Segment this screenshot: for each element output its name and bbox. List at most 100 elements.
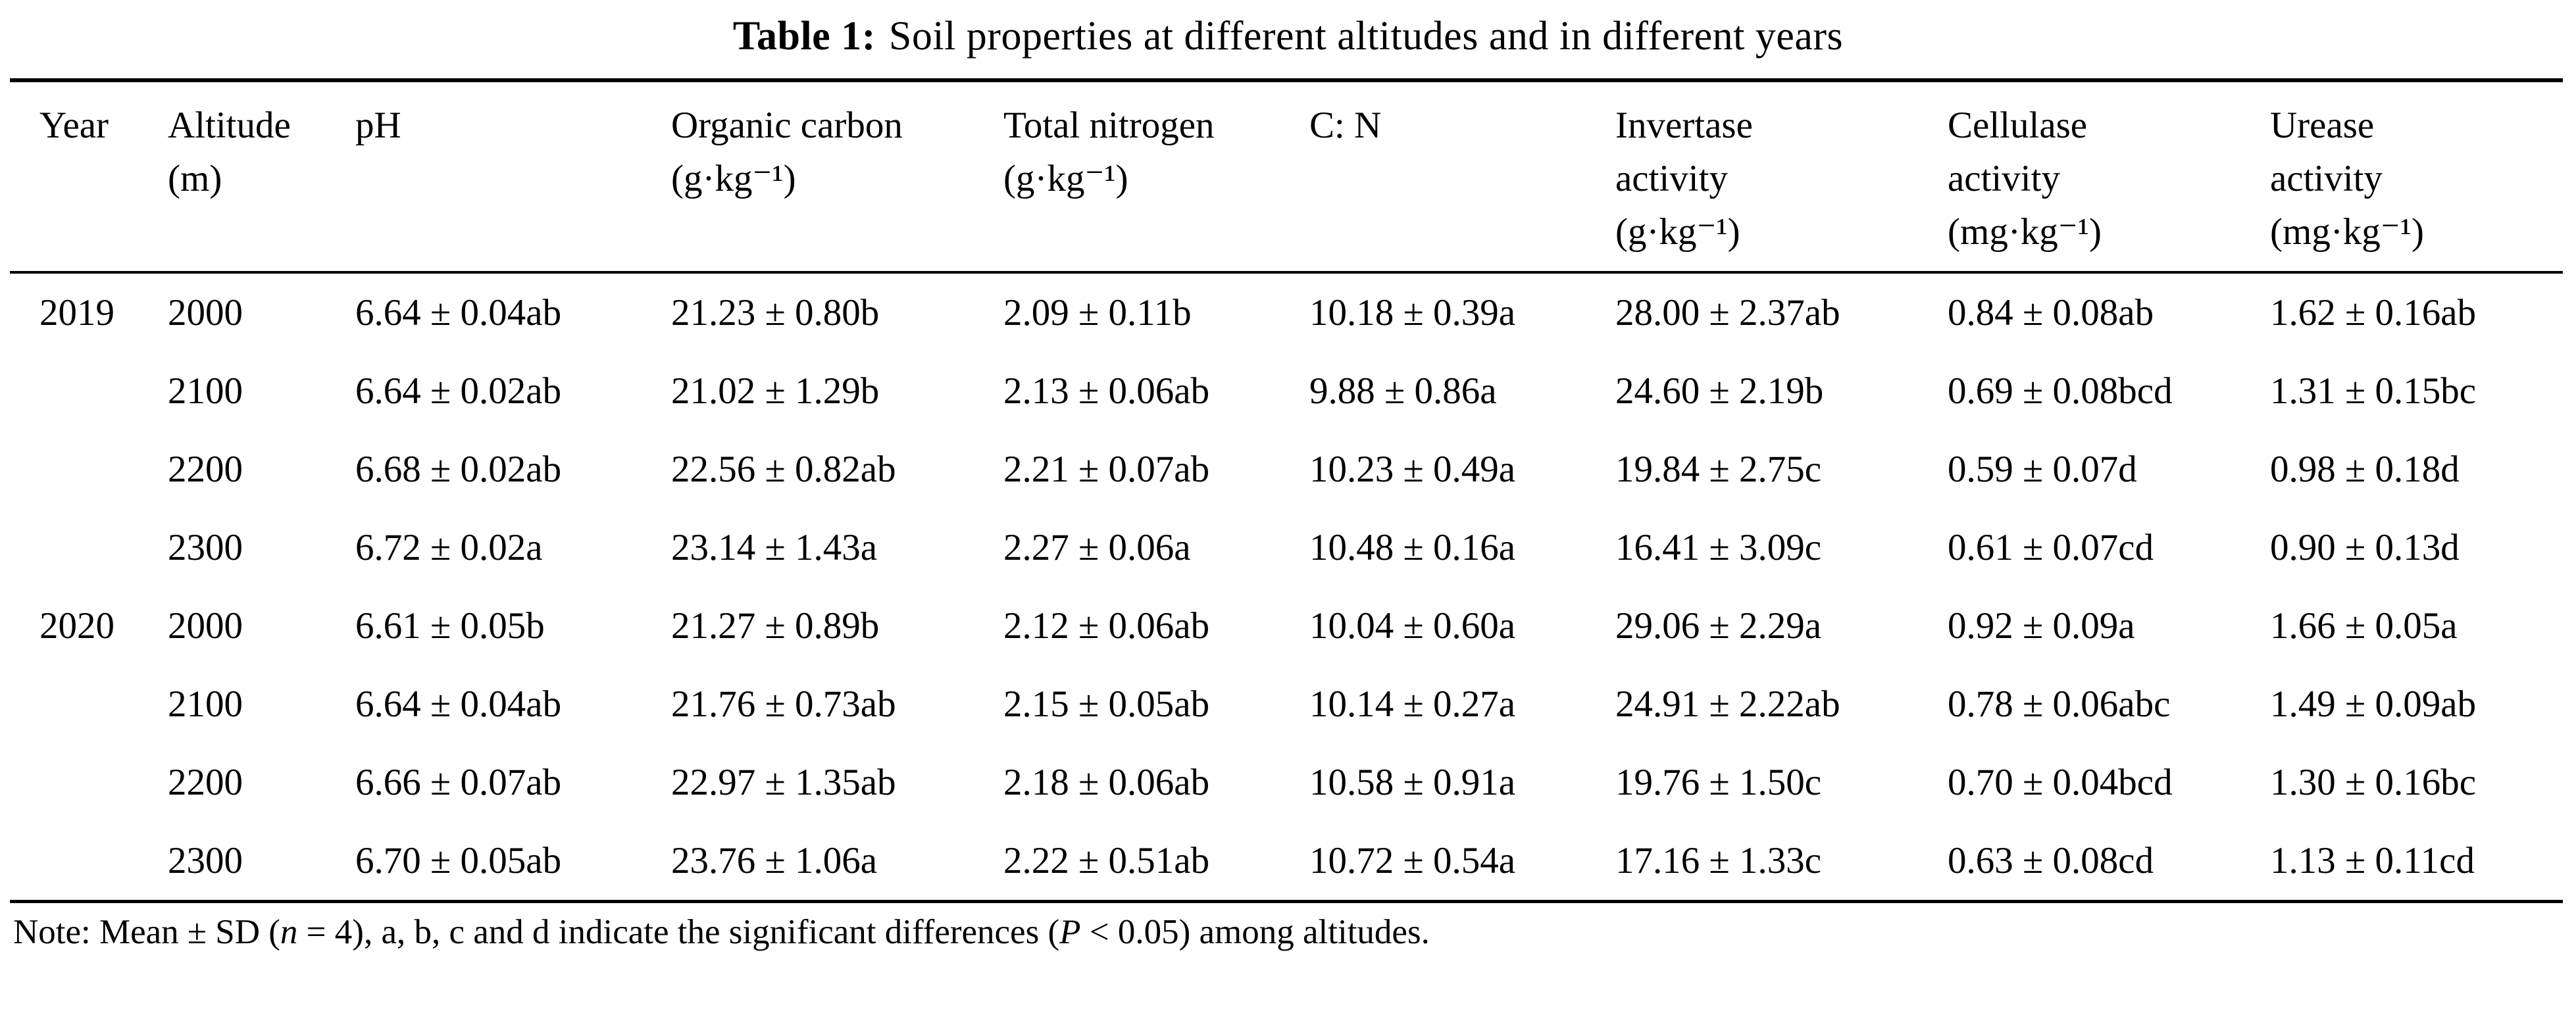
table-cell-year <box>10 508 168 587</box>
table-cell-total_nitrogen: 2.15 ± 0.05ab <box>1003 683 1210 725</box>
table-cell-year <box>10 822 168 902</box>
table-cell-ph: 6.68 ± 0.02ab <box>355 448 562 490</box>
table-cell-invertase: 24.60 ± 2.19b <box>1615 370 1824 412</box>
table-cell-altitude: 2200 <box>168 761 243 803</box>
table-cell-organic_carbon: 23.14 ± 1.43a <box>671 526 878 568</box>
note-segment: = 4), a, b, c and d indicate the signifi… <box>297 912 1060 951</box>
note-segment: < 0.05) among altitudes. <box>1080 912 1430 951</box>
table-cell-invertase: 16.41 ± 3.09c <box>1615 526 1822 568</box>
note-segment: Note: Mean ± SD ( <box>13 912 280 951</box>
table-header-row: Year Altitude (m) pH Organic carbon (g·k… <box>10 80 2563 274</box>
table-cell-cn_ratio: 10.72 ± 0.54a <box>1309 839 1516 881</box>
col-header-urease-activity: Urease activity (mg·kg⁻¹) <box>2270 80 2563 274</box>
table-cell-ph: 6.61 ± 0.05b <box>355 604 545 647</box>
table-row: 2300 6.72 ± 0.02a 23.14 ± 1.43a 2.27 ± 0.06… <box>10 508 2563 587</box>
table-body: 2019 2000 6.64 ± 0.04ab 21.23 ± 0.80b 2.09 ±… <box>10 272 2563 902</box>
table-cell-cellulase: 0.70 ± 0.04bcd <box>1948 761 2173 803</box>
col-header-total-nitrogen: Total nitrogen (g·kg⁻¹) <box>1003 80 1309 274</box>
table-cell-organic_carbon: 21.02 ± 1.29b <box>671 370 880 412</box>
col-header-ph: pH <box>355 80 671 274</box>
table-cell-ph: 6.64 ± 0.02ab <box>355 370 562 412</box>
table-cell-year: 2020 <box>39 604 114 647</box>
table-cell-ph: 6.64 ± 0.04ab <box>355 291 562 333</box>
table-cell-cn_ratio: 10.04 ± 0.60a <box>1309 604 1516 647</box>
table-cell-cn_ratio: 10.48 ± 0.16a <box>1309 526 1516 568</box>
table-cell-total_nitrogen: 2.21 ± 0.07ab <box>1003 448 1210 490</box>
table-cell-urease: 1.62 ± 0.16ab <box>2270 291 2477 333</box>
table-row: 2200 6.66 ± 0.07ab 22.97 ± 1.35ab 2.18 ± 0.… <box>10 743 2563 822</box>
table-cell-altitude: 2200 <box>168 448 243 490</box>
table-cell-organic_carbon: 21.76 ± 0.73ab <box>671 683 896 725</box>
table-cell-cellulase: 0.61 ± 0.07cd <box>1948 526 2154 568</box>
table-cell-altitude: 2100 <box>168 370 243 412</box>
table-cell-invertase: 28.00 ± 2.37ab <box>1615 291 1840 333</box>
table-cell-cn_ratio: 9.88 ± 0.86a <box>1309 370 1497 412</box>
table-cell-urease: 1.66 ± 0.05a <box>2270 604 2458 647</box>
table-cell-urease: 1.31 ± 0.15bc <box>2270 370 2477 412</box>
table-row: 2100 6.64 ± 0.02ab 21.02 ± 1.29b 2.13 ± 0.0… <box>10 352 2563 430</box>
table-cell-invertase: 19.84 ± 2.75c <box>1615 448 1822 490</box>
table-cell-urease: 1.30 ± 0.16bc <box>2270 761 2477 803</box>
table-cell-altitude: 2000 <box>168 291 243 333</box>
col-header-cn-ratio: C: N <box>1309 80 1615 274</box>
table-cell-ph: 6.64 ± 0.04ab <box>355 683 562 725</box>
table-cell-altitude: 2300 <box>168 839 243 881</box>
table-figure: Table 1: Soil properties at different alt… <box>10 13 2566 952</box>
table-cell-organic_carbon: 22.56 ± 0.82ab <box>671 448 896 490</box>
table-note: Note: Mean ± SD (n = 4), a, b, c and d i… <box>10 912 2566 952</box>
col-header-cellulase-activity: Cellulase activity (mg·kg⁻¹) <box>1948 80 2270 274</box>
table-cell-cellulase: 0.92 ± 0.09a <box>1948 604 2135 647</box>
table-cell-invertase: 24.91 ± 2.22ab <box>1615 683 1840 725</box>
table-cell-invertase: 19.76 ± 1.50c <box>1615 761 1822 803</box>
table-cell-total_nitrogen: 2.13 ± 0.06ab <box>1003 370 1210 412</box>
table-cell-year <box>10 743 168 822</box>
table-cell-total_nitrogen: 2.27 ± 0.06a <box>1003 526 1191 568</box>
col-header-altitude: Altitude (m) <box>168 80 355 274</box>
table-cell-year <box>10 352 168 430</box>
table-header: Year Altitude (m) pH Organic carbon (g·k… <box>10 80 2563 274</box>
table-title: Table 1: Soil properties at different alt… <box>10 13 2566 60</box>
note-italic-segment: P <box>1059 912 1081 951</box>
table-cell-year <box>10 430 168 508</box>
table-cell-cn_ratio: 10.23 ± 0.49a <box>1309 448 1516 490</box>
table-cell-cellulase: 0.69 ± 0.08bcd <box>1948 370 2173 412</box>
table-title-label: Table 1: <box>732 14 876 59</box>
table-cell-urease: 0.98 ± 0.18d <box>2270 448 2460 490</box>
table-cell-urease: 1.13 ± 0.11cd <box>2270 839 2475 881</box>
table-cell-year <box>10 665 168 743</box>
table-cell-year: 2019 <box>39 291 114 333</box>
table-row: 2300 6.70 ± 0.05ab 23.76 ± 1.06a 2.22 ± 0.5… <box>10 822 2563 902</box>
table-cell-altitude: 2000 <box>168 604 243 647</box>
table-cell-urease: 1.49 ± 0.09ab <box>2270 683 2477 725</box>
table-cell-organic_carbon: 21.27 ± 0.89b <box>671 604 880 647</box>
col-header-organic-carbon: Organic carbon (g·kg⁻¹) <box>671 80 1003 274</box>
table-cell-cellulase: 0.78 ± 0.06abc <box>1948 683 2171 725</box>
table-row: 2100 6.64 ± 0.04ab 21.76 ± 0.73ab 2.15 ± 0.… <box>10 665 2563 743</box>
col-header-year: Year <box>10 80 168 274</box>
table-cell-cn_ratio: 10.14 ± 0.27a <box>1309 683 1516 725</box>
table-cell-cellulase: 0.84 ± 0.08ab <box>1948 291 2154 333</box>
table-cell-cn_ratio: 10.18 ± 0.39a <box>1309 291 1516 333</box>
table-cell-total_nitrogen: 2.09 ± 0.11b <box>1003 291 1192 333</box>
table-row: 2200 6.68 ± 0.02ab 22.56 ± 0.82ab 2.21 ± 0.… <box>10 430 2563 508</box>
table-cell-cellulase: 0.63 ± 0.08cd <box>1948 839 2154 881</box>
table-cell-urease: 0.90 ± 0.13d <box>2270 526 2460 568</box>
table-cell-altitude: 2100 <box>168 683 243 725</box>
table-row: 2020 2000 6.61 ± 0.05b 21.27 ± 0.89b 2.12 ± … <box>10 587 2563 665</box>
note-italic-segment: n <box>280 912 298 951</box>
table-cell-altitude: 2300 <box>168 526 243 568</box>
table-cell-ph: 6.72 ± 0.02a <box>355 526 543 568</box>
table-cell-organic_carbon: 21.23 ± 0.80b <box>671 291 880 333</box>
table-cell-total_nitrogen: 2.12 ± 0.06ab <box>1003 604 1210 647</box>
table-cell-ph: 6.66 ± 0.07ab <box>355 761 562 803</box>
table-cell-invertase: 17.16 ± 1.33c <box>1615 839 1822 881</box>
table-title-text: Soil properties at different altitudes a… <box>888 14 1844 59</box>
table-cell-total_nitrogen: 2.22 ± 0.51ab <box>1003 839 1210 881</box>
table-row: 2019 2000 6.64 ± 0.04ab 21.23 ± 0.80b 2.09 ±… <box>10 272 2563 352</box>
col-header-invertase-activity: Invertase activity (g·kg⁻¹) <box>1615 80 1948 274</box>
soil-properties-table: Year Altitude (m) pH Organic carbon (g·k… <box>10 78 2563 903</box>
table-cell-total_nitrogen: 2.18 ± 0.06ab <box>1003 761 1210 803</box>
table-cell-cellulase: 0.59 ± 0.07d <box>1948 448 2137 490</box>
table-cell-invertase: 29.06 ± 2.29a <box>1615 604 1822 647</box>
table-cell-organic_carbon: 23.76 ± 1.06a <box>671 839 878 881</box>
